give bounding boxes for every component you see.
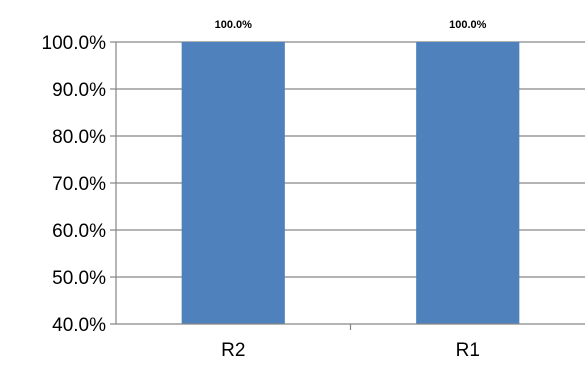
data-label: 100.0%	[215, 19, 253, 31]
y-tick-label: 80.0%	[52, 127, 106, 148]
y-tick-label: 40.0%	[52, 315, 106, 336]
bars	[181, 42, 520, 324]
bar-r2	[181, 42, 285, 324]
y-tick-label: 50.0%	[52, 268, 106, 289]
axes	[110, 41, 585, 330]
y-tick-label: 70.0%	[52, 174, 106, 195]
y-tick-label: 100.0%	[42, 33, 107, 54]
y-tick-label: 90.0%	[52, 80, 106, 101]
labels: 40.0% 50.0% 60.0% 70.0% 80.0% 90.0% 100.0% 100.…	[42, 19, 487, 361]
x-tick-label: R2	[221, 340, 245, 361]
y-tick-label: 60.0%	[52, 221, 106, 242]
data-label: 100.0%	[449, 19, 487, 31]
x-tick-label: R1	[456, 340, 480, 361]
bar-r1	[416, 42, 520, 324]
